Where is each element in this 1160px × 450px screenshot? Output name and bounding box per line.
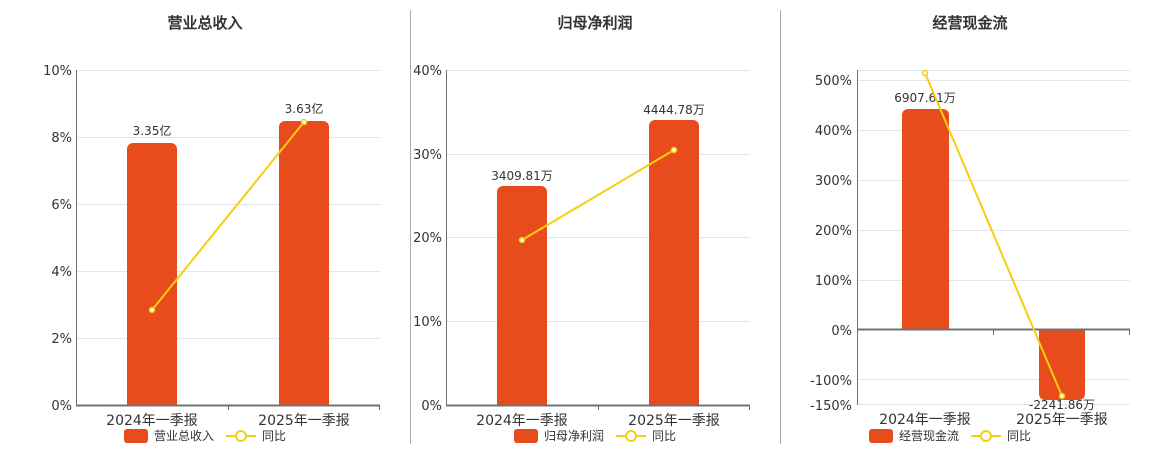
bar-2025[interactable] [649, 120, 699, 405]
svg-text:6%: 6% [51, 198, 72, 213]
svg-text:10%: 10% [43, 64, 72, 79]
legend-bar-swatch[interactable] [868, 428, 893, 443]
legend: 归母净利润 同比 [410, 427, 780, 444]
legend-line-label[interactable]: 同比 [652, 429, 677, 443]
legend-line-label[interactable]: 同比 [262, 429, 287, 443]
svg-text:2024年一季报: 2024年一季报 [106, 413, 198, 429]
legend-line-swatch[interactable] [226, 429, 256, 443]
yoy-point[interactable] [1058, 392, 1066, 400]
svg-text:3409.81万: 3409.81万 [491, 169, 553, 183]
svg-text:400%: 400% [815, 124, 852, 139]
yoy-line [521, 149, 675, 241]
svg-text:2025年一季报: 2025年一季报 [628, 413, 720, 429]
legend-line-swatch[interactable] [616, 429, 646, 443]
svg-text:10%: 10% [413, 315, 442, 330]
chart-canvas: 0% 2% 4% 6% 8% 10% 3.35亿 3.63亿 2024年一季报 … [43, 64, 380, 429]
y-axis-labels: 0% 10% 20% 30% 40% [413, 64, 442, 414]
bar-2025[interactable] [279, 121, 329, 405]
yoy-point[interactable] [921, 69, 929, 77]
legend-line-label[interactable]: 同比 [1007, 429, 1032, 443]
svg-text:30%: 30% [413, 148, 442, 163]
svg-text:0%: 0% [831, 324, 852, 339]
yoy-point[interactable] [518, 236, 526, 244]
svg-text:40%: 40% [413, 64, 442, 79]
svg-text:0%: 0% [51, 399, 72, 414]
svg-text:3.35亿: 3.35亿 [133, 123, 172, 138]
bar-2025[interactable] [1039, 330, 1085, 400]
yoy-point[interactable] [670, 146, 678, 154]
chart-panel-net-profit: 归母净利润 0% 10% 20% 30% 40% 3409.81万 4444.7… [410, 0, 780, 450]
svg-text:4444.78万: 4444.78万 [643, 103, 705, 117]
x-axis-labels: 2024年一季报 2025年一季报 [879, 412, 1108, 428]
svg-text:2024年一季报: 2024年一季报 [476, 413, 568, 429]
yoy-line [151, 121, 305, 311]
chart-title: 经营现金流 [932, 14, 1008, 32]
yoy-point[interactable] [148, 306, 156, 314]
svg-text:200%: 200% [815, 224, 852, 239]
chart-panel-cash-flow: 经营现金流 -150% -100% 0% 100% 200% 300% 400%… [780, 0, 1160, 450]
svg-text:2%: 2% [51, 332, 72, 347]
svg-text:3.63亿: 3.63亿 [285, 101, 324, 116]
svg-text:2025年一季报: 2025年一季报 [1016, 412, 1108, 428]
svg-text:500%: 500% [815, 74, 852, 89]
legend: 营业总收入 同比 [10, 427, 400, 444]
bar-2024[interactable] [127, 143, 177, 405]
svg-text:20%: 20% [413, 231, 442, 246]
legend-bar-label[interactable]: 经营现金流 [898, 429, 959, 443]
chart-title: 归母净利润 [557, 14, 633, 32]
svg-text:2025年一季报: 2025年一季报 [258, 413, 350, 429]
gridlines [77, 70, 380, 339]
legend-bar-label[interactable]: 归母净利润 [543, 429, 604, 443]
x-axis-labels: 2024年一季报 2025年一季报 [476, 413, 720, 429]
chart-title: 营业总收入 [167, 14, 243, 32]
y-axis-labels: -150% -100% 0% 100% 200% 300% 400% 500% [810, 74, 852, 414]
svg-text:6907.61万: 6907.61万 [894, 91, 956, 105]
panel-divider [780, 10, 781, 444]
svg-text:-100%: -100% [810, 374, 852, 389]
chart-canvas: -150% -100% 0% 100% 200% 300% 400% 500% … [810, 69, 1130, 428]
legend: 经营现金流 同比 [740, 427, 1160, 444]
bar-labels: 3.35亿 3.63亿 [133, 101, 324, 138]
legend-line-swatch[interactable] [971, 429, 1001, 443]
svg-text:0%: 0% [421, 399, 442, 414]
chart-panel-revenue: 营业总收入 0% 2% 4% 6% 8% 10% 3.35亿 3.63亿 [0, 0, 400, 450]
yoy-line [924, 72, 1063, 397]
chart-canvas: 0% 10% 20% 30% 40% 3409.81万 4444.78万 202… [413, 64, 750, 429]
svg-text:2024年一季报: 2024年一季报 [879, 412, 971, 428]
svg-text:100%: 100% [815, 274, 852, 289]
bar-2024[interactable] [902, 109, 949, 330]
bar-2024[interactable] [497, 186, 547, 405]
gridlines [857, 70, 1130, 405]
legend-bar-swatch[interactable] [123, 428, 148, 443]
svg-text:-2241.86万: -2241.86万 [1029, 398, 1095, 412]
svg-text:-150%: -150% [810, 399, 852, 414]
legend-bar-swatch[interactable] [513, 428, 538, 443]
panel-divider [410, 10, 411, 444]
bar-labels: 6907.61万 -2241.86万 [894, 91, 1095, 412]
bar-labels: 3409.81万 4444.78万 [491, 103, 705, 183]
svg-text:300%: 300% [815, 174, 852, 189]
y-axis-labels: 0% 2% 4% 6% 8% 10% [43, 64, 72, 414]
x-axis-labels: 2024年一季报 2025年一季报 [106, 413, 350, 429]
svg-text:8%: 8% [51, 131, 72, 146]
legend-bar-label[interactable]: 营业总收入 [153, 429, 214, 443]
yoy-point[interactable] [300, 118, 308, 126]
svg-text:4%: 4% [51, 265, 72, 280]
